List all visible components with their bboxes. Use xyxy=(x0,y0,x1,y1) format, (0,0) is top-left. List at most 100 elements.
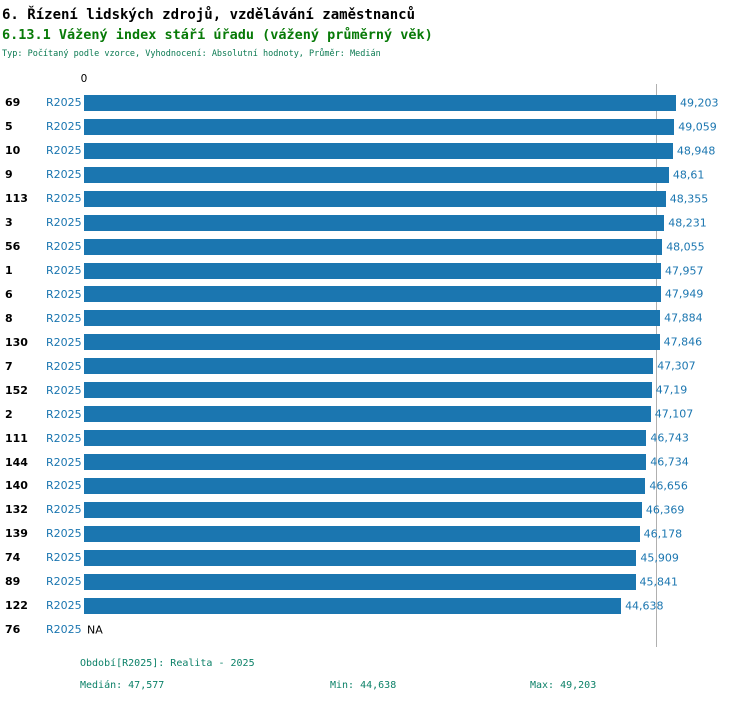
bar-track: 44,638 xyxy=(84,597,750,614)
bar xyxy=(84,310,661,327)
row-id: 140 xyxy=(5,479,28,493)
bar-value: 48,355 xyxy=(669,192,709,206)
row-id: 74 xyxy=(5,551,21,565)
row-id: 76 xyxy=(5,623,21,637)
chart-meta-line: Typ: Počítaný podle vzorce, Vyhodnocení:… xyxy=(2,49,381,59)
row-period: R2025 xyxy=(46,431,82,445)
row-period: R2025 xyxy=(46,96,82,110)
chart-row: 2 R2025 47,107 xyxy=(0,402,750,426)
row-period: R2025 xyxy=(46,144,82,158)
chart-row: 9 R2025 48,61 xyxy=(0,163,750,187)
chart-row: 8 R2025 47,884 xyxy=(0,306,750,330)
row-id: 1 xyxy=(5,264,13,278)
bar-value: 47,949 xyxy=(664,287,704,301)
row-period: R2025 xyxy=(46,407,82,421)
chart-row: 122 R2025 44,638 xyxy=(0,594,750,618)
row-period: R2025 xyxy=(46,168,82,182)
bar-value: 45,909 xyxy=(640,551,679,565)
chart-row: 56 R2025 48,055 xyxy=(0,235,750,259)
bar xyxy=(84,166,669,183)
footer-median: Medián: 47,577 xyxy=(80,680,165,691)
bar-track: 47,19 xyxy=(84,382,750,399)
row-id: 6 xyxy=(5,287,13,301)
bar xyxy=(84,597,622,614)
chart-row: 10 R2025 48,948 xyxy=(0,139,750,163)
bar-value: NA xyxy=(87,623,103,637)
row-period: R2025 xyxy=(46,240,82,254)
bar-value: 48,055 xyxy=(666,240,705,254)
bar xyxy=(84,286,661,303)
chart-row: 1 R2025 47,957 xyxy=(0,259,750,283)
bar xyxy=(84,94,676,111)
row-period: R2025 xyxy=(46,287,82,301)
row-id: 144 xyxy=(5,455,28,469)
report-header: 6. Řízení lidských zdrojů, vzdělávání za… xyxy=(0,0,750,61)
bar-track: 45,841 xyxy=(84,573,750,590)
row-id: 111 xyxy=(5,431,28,445)
bar-value: 48,231 xyxy=(668,216,707,230)
row-period: R2025 xyxy=(46,383,82,397)
row-period: R2025 xyxy=(46,264,82,278)
bar xyxy=(84,573,636,590)
bar-track: 47,949 xyxy=(84,286,750,303)
chart-row: 139 R2025 46,178 xyxy=(0,522,750,546)
bar xyxy=(84,382,652,399)
row-period: R2025 xyxy=(46,575,82,589)
chart-row: 130 R2025 47,846 xyxy=(0,330,750,354)
row-period: R2025 xyxy=(46,335,82,349)
chart-row: 3 R2025 48,231 xyxy=(0,211,750,235)
row-period: R2025 xyxy=(46,359,82,373)
chart-row: 132 R2025 46,369 xyxy=(0,498,750,522)
row-id: 3 xyxy=(5,216,13,230)
row-id: 9 xyxy=(5,168,13,182)
bar xyxy=(84,190,666,207)
row-id: 2 xyxy=(5,407,13,421)
bar xyxy=(84,334,660,351)
footer-min: Min: 44,638 xyxy=(330,680,397,691)
bar xyxy=(84,118,675,135)
bar xyxy=(84,238,663,255)
bar-track: 46,743 xyxy=(84,430,750,447)
bar-track: 48,948 xyxy=(84,142,750,159)
bar-value: 44,638 xyxy=(625,599,664,613)
bar-value: 47,884 xyxy=(664,311,703,325)
row-period: R2025 xyxy=(46,479,82,493)
footer-stats: Medián: 47,577 Min: 44,638 Max: 49,203 xyxy=(0,680,750,694)
bar-value: 46,734 xyxy=(650,455,689,469)
row-id: 139 xyxy=(5,527,28,541)
bar-value: 49,203 xyxy=(680,96,719,110)
bar-track: 48,61 xyxy=(84,166,750,183)
chart-rows: 69 R2025 49,203 5 R2025 49,059 10 R2025 … xyxy=(0,84,750,647)
bar-track: 46,734 xyxy=(84,454,750,471)
row-id: 8 xyxy=(5,311,13,325)
row-id: 89 xyxy=(5,575,21,589)
bar xyxy=(84,214,665,231)
bar-value: 46,656 xyxy=(649,479,688,493)
bar-value: 46,178 xyxy=(643,527,683,541)
bar xyxy=(84,549,637,566)
bar-value: 48,948 xyxy=(676,144,716,158)
bar-value: 46,369 xyxy=(645,503,685,517)
bar xyxy=(84,430,647,447)
row-period: R2025 xyxy=(46,551,82,565)
row-id: 122 xyxy=(5,599,28,613)
bar-value: 45,841 xyxy=(639,575,679,589)
footer-max: Max: 49,203 xyxy=(530,680,597,691)
bar xyxy=(84,406,651,423)
row-id: 132 xyxy=(5,503,28,517)
chart-row: 111 R2025 46,743 xyxy=(0,426,750,450)
bar-track: 47,107 xyxy=(84,406,750,423)
bar-track: 48,231 xyxy=(84,214,750,231)
row-id: 152 xyxy=(5,383,28,397)
bar-value: 47,846 xyxy=(663,335,703,349)
bar-track: 47,957 xyxy=(84,262,750,279)
bar xyxy=(84,525,640,542)
bar-track: 49,059 xyxy=(84,118,750,135)
chart-row: 74 R2025 45,909 xyxy=(0,546,750,570)
row-period: R2025 xyxy=(46,120,82,134)
chart-row: 152 R2025 47,19 xyxy=(0,378,750,402)
bar-value: 46,743 xyxy=(650,431,689,445)
bar-track: 48,355 xyxy=(84,190,750,207)
chart-row: 140 R2025 46,656 xyxy=(0,474,750,498)
